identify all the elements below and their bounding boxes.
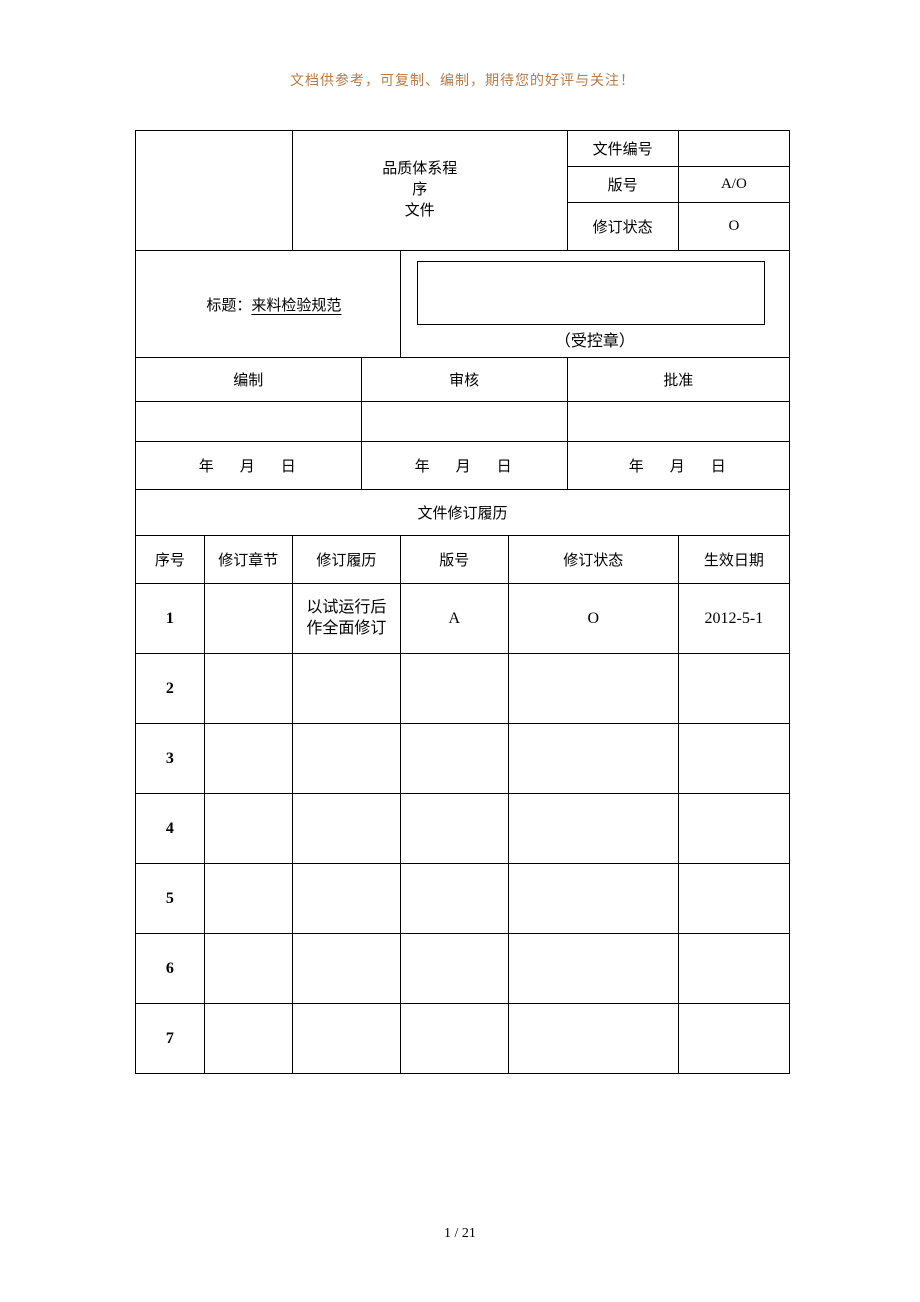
document-table: 品质体系程 序 文件 文件编号 版号 A/O 修订状态 O 标题：来料检验规范 … [135,130,790,1074]
hist-chapter [204,794,292,864]
hist-desc [292,724,400,794]
hist-date [678,934,789,1004]
hist-status: O [508,584,678,654]
meta-file-no-value [678,131,789,167]
date-d: 日 [281,459,298,475]
stamp-cell: （受控章） [400,251,789,358]
hist-seq: 3 [136,724,205,794]
signoff-prepared-blank [136,402,362,442]
subject-prefix: 标题： [206,298,251,314]
hist-date: 2012-5-1 [678,584,789,654]
hist-chapter [204,654,292,724]
logo-cell [136,131,293,251]
doc-title-line1: 品质体系程 [382,161,457,177]
hist-ver [400,654,508,724]
table-row: 4 [136,794,790,864]
hist-seq: 5 [136,864,205,934]
hist-status [508,934,678,1004]
date-y: 年 [199,459,216,475]
hist-desc [292,934,400,1004]
signoff-reviewed-label: 审核 [361,358,567,402]
hist-status [508,654,678,724]
date-d: 日 [497,459,514,475]
hist-ver [400,934,508,1004]
page-number: 1 / 21 [0,1226,920,1242]
hist-col-ver: 版号 [400,536,508,584]
hist-status [508,864,678,934]
document-title: 品质体系程 序 文件 [292,131,567,251]
meta-file-no-label: 文件编号 [567,131,678,167]
header-note: 文档供参考，可复制、编制，期待您的好评与关注！ [135,70,790,90]
subject-cell: 标题：来料检验规范 [136,251,401,358]
hist-date [678,864,789,934]
signoff-reviewed-blank [361,402,567,442]
table-row: 6 [136,934,790,1004]
hist-date [678,654,789,724]
signoff-prepared-label: 编制 [136,358,362,402]
doc-title-line3: 文件 [405,203,435,219]
hist-date [678,1004,789,1074]
table-row: 5 [136,864,790,934]
hist-chapter [204,864,292,934]
stamp-box [417,261,765,325]
stamp-wrap: （受控章） [401,251,789,357]
subject-text: 来料检验规范 [251,298,341,314]
hist-status [508,1004,678,1074]
hist-desc [292,794,400,864]
hist-seq: 2 [136,654,205,724]
hist-status [508,724,678,794]
hist-col-seq: 序号 [136,536,205,584]
hist-date [678,794,789,864]
table-row: 2 [136,654,790,724]
hist-chapter [204,1004,292,1074]
meta-version-label: 版号 [567,167,678,203]
signoff-approved-label: 批准 [567,358,789,402]
hist-ver [400,724,508,794]
date-y: 年 [415,459,432,475]
date-m: 月 [456,459,473,475]
signoff-approved-date: 年月日 [567,442,789,490]
document-page: 文档供参考，可复制、编制，期待您的好评与关注！ 品质体系程 序 文件 文件编号 … [0,0,920,1302]
hist-desc [292,654,400,724]
meta-revstatus-value: O [678,203,789,251]
history-title: 文件修订履历 [136,490,790,536]
table-row: 3 [136,724,790,794]
hist-col-status: 修订状态 [508,536,678,584]
signoff-prepared-date: 年月日 [136,442,362,490]
hist-status [508,794,678,864]
date-m: 月 [240,459,257,475]
hist-desc [292,864,400,934]
hist-col-chapter: 修订章节 [204,536,292,584]
hist-desc [292,1004,400,1074]
hist-ver [400,1004,508,1074]
hist-chapter [204,934,292,1004]
date-y: 年 [629,459,646,475]
hist-col-desc: 修订履历 [292,536,400,584]
meta-version-value: A/O [678,167,789,203]
signoff-reviewed-date: 年月日 [361,442,567,490]
date-m: 月 [670,459,687,475]
date-d: 日 [711,459,728,475]
hist-seq: 4 [136,794,205,864]
hist-chapter [204,724,292,794]
hist-seq: 1 [136,584,205,654]
table-row: 1 以试运行后作全面修订 A O 2012-5-1 [136,584,790,654]
hist-ver [400,794,508,864]
hist-date [678,724,789,794]
signoff-approved-blank [567,402,789,442]
hist-desc: 以试运行后作全面修订 [292,584,400,654]
hist-chapter [204,584,292,654]
hist-seq: 7 [136,1004,205,1074]
hist-ver [400,864,508,934]
hist-seq: 6 [136,934,205,1004]
hist-col-date: 生效日期 [678,536,789,584]
table-row: 7 [136,1004,790,1074]
hist-ver: A [400,584,508,654]
doc-title-line2: 序 [412,182,427,198]
stamp-label: （受控章） [401,327,789,351]
meta-revstatus-label: 修订状态 [567,203,678,251]
